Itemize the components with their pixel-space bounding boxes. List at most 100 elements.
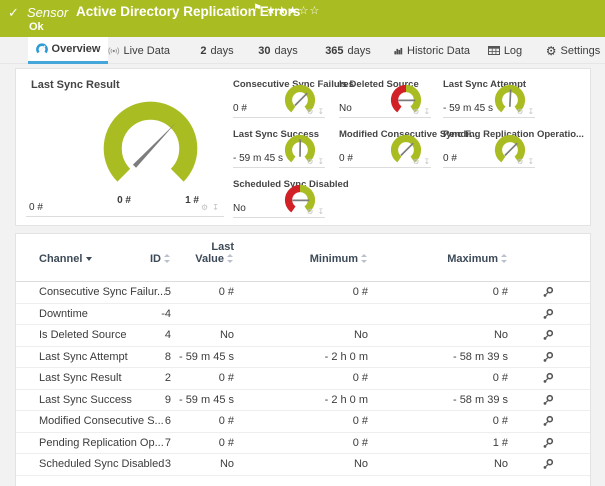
pin-icon[interactable]: ↧	[423, 157, 431, 166]
channel-settings-icon[interactable]	[542, 458, 554, 473]
channel-id: 4	[164, 329, 171, 341]
sort-desc-icon	[86, 257, 93, 261]
table-row: Downtime -4	[16, 304, 590, 325]
pin-icon[interactable]: ↧	[423, 107, 431, 116]
table-header-row: Channel ID Last Value Minimum Maximum	[16, 234, 590, 282]
live-data-icon	[108, 46, 120, 55]
tab-365-days[interactable]: 365 days	[322, 37, 374, 64]
pin-icon[interactable]: ↧	[212, 203, 220, 212]
minimum-value: 0 #	[352, 372, 368, 384]
sort-icon	[361, 254, 368, 263]
gauge-title: Pending Replication Operatio...	[443, 129, 584, 140]
gauge-needle	[400, 142, 414, 157]
gauge-value: - 59 m 45 s	[233, 153, 284, 164]
tab-label: Settings	[560, 44, 601, 57]
tab-historic-data[interactable]: Historic Data	[394, 37, 470, 64]
gear-icon[interactable]: ⚙	[306, 157, 315, 166]
mini-gauge	[494, 134, 526, 163]
channel-settings-icon[interactable]	[542, 394, 554, 409]
column-header-minimum[interactable]: Minimum	[256, 253, 368, 265]
tab-30-days[interactable]: 30 days	[254, 37, 302, 64]
gauge-value: 0 #	[233, 103, 247, 114]
minimum-value: No	[353, 329, 368, 341]
maximum-value: No	[493, 329, 508, 341]
tab-overview[interactable]: Overview	[28, 37, 108, 64]
maximum-value: 1 #	[492, 436, 508, 449]
channel-settings-icon[interactable]	[542, 329, 554, 344]
channel-name: Last Sync Result	[39, 372, 122, 384]
gauge-title: Scheduled Sync Disabled	[233, 179, 349, 190]
gear-icon[interactable]: ⚙	[412, 107, 421, 116]
gauge-panel-is-deleted-source[interactable]: Is Deleted Source No ⚙ ↧	[339, 79, 431, 118]
tab-label: Log	[503, 44, 523, 57]
gauge-title: Consecutive Sync Failures	[233, 79, 354, 90]
gauge-title: Modified Consecutive Sync F...	[339, 129, 478, 140]
status-ok-check-icon: ✓	[8, 5, 19, 20]
pin-icon[interactable]: ↧	[527, 107, 535, 116]
column-header-maximum[interactable]: Maximum	[396, 253, 508, 265]
gear-icon[interactable]: ⚙	[412, 157, 421, 166]
channel-name: Last Sync Success	[39, 393, 132, 406]
gauge-icon	[35, 43, 48, 54]
last-value: 0 #	[218, 372, 234, 384]
tab-live-data[interactable]: Live Data	[108, 37, 170, 64]
gauge-value: 0 #	[443, 153, 457, 164]
tab-label-number: 30	[258, 44, 271, 57]
mini-gauge	[494, 84, 526, 113]
channel-settings-icon[interactable]	[542, 308, 554, 323]
gauge-panel-scheduled-sync-disabled[interactable]: Scheduled Sync Disabled No ⚙ ↧	[233, 179, 349, 218]
channel-settings-icon[interactable]	[542, 351, 554, 366]
channel-settings-icon[interactable]	[542, 286, 554, 301]
gear-icon[interactable]: ⚙	[516, 107, 525, 116]
tab-log[interactable]: Log	[482, 37, 528, 64]
table-row: Pending Replication Op... 7 0 # 0 # 1 #	[16, 433, 590, 454]
channel-settings-icon[interactable]	[542, 437, 554, 452]
channel-settings-icon[interactable]	[542, 415, 554, 430]
stars-filled: ★★★	[266, 5, 299, 17]
pin-icon[interactable]: ↧	[317, 157, 325, 166]
channel-name: Pending Replication Op...	[39, 436, 164, 449]
tab-label-number: 365	[325, 44, 344, 57]
flag-icon[interactable]: ⚑	[253, 3, 262, 14]
gauge-title: Last Sync Result	[31, 79, 120, 91]
column-header-id[interactable]: ID	[111, 253, 171, 265]
gauge-panel-consecutive-sync-failures[interactable]: Consecutive Sync Failures 0 # ⚙ ↧	[233, 79, 354, 118]
maximum-value: 0 #	[492, 415, 508, 427]
pin-icon[interactable]: ↧	[527, 157, 535, 166]
gear-icon[interactable]: ⚙	[516, 157, 525, 166]
gear-icon[interactable]: ⚙	[200, 203, 210, 212]
channel-id: -4	[161, 307, 171, 320]
channel-settings-icon[interactable]	[542, 372, 554, 387]
pin-icon[interactable]: ↧	[317, 207, 325, 216]
sort-icon	[164, 254, 171, 263]
table-row: Modified Consecutive S... 6 0 # 0 # 0 #	[16, 411, 590, 433]
gear-icon[interactable]: ⚙	[306, 207, 315, 216]
table-body: Consecutive Sync Failur... 5 0 # 0 # 0 #…	[16, 282, 590, 476]
gauge-value: No	[233, 203, 246, 214]
minimum-value: No	[353, 458, 368, 470]
sort-icon	[501, 254, 508, 263]
column-header-last-value[interactable]: Last Value	[195, 241, 234, 265]
last-value: - 59 m 45 s	[178, 350, 234, 363]
last-value: 0 #	[218, 415, 234, 427]
tab-label-unit: days	[274, 44, 298, 57]
maximum-value: 0 #	[492, 372, 508, 384]
sensor-header: ✓ Sensor Active Directory Replication Er…	[0, 0, 605, 37]
tab-settings[interactable]: ⚙ Settings	[542, 37, 604, 64]
pin-icon[interactable]: ↧	[317, 107, 325, 116]
gauge-needle	[132, 122, 176, 168]
mini-gauge	[284, 184, 316, 213]
gauge-panel-last-sync-result[interactable]: Last Sync Result 0 # 1 # 0 # ⚙ ↧	[26, 75, 224, 217]
gauge-panel-pending-replication-operations[interactable]: Pending Replication Operatio... 0 # ⚙ ↧	[443, 129, 584, 168]
channel-name: Consecutive Sync Failur...	[39, 286, 167, 298]
gauge-panel-last-sync-success[interactable]: Last Sync Success - 59 m 45 s ⚙ ↧	[233, 129, 325, 168]
gear-icon[interactable]: ⚙	[306, 107, 315, 116]
tab-2-days[interactable]: 2 days	[196, 37, 238, 64]
column-header-channel[interactable]: Channel	[39, 253, 93, 265]
minimum-value: 0 #	[352, 286, 368, 298]
minimum-value: - 2 h 0 m	[324, 393, 368, 406]
priority-stars[interactable]: ★★★☆☆	[266, 4, 320, 17]
gauge-panel-modified-consecutive-sync-failures[interactable]: Modified Consecutive Sync F... 0 # ⚙ ↧	[339, 129, 478, 168]
last-value: 0 #	[218, 286, 234, 298]
gauge-panel-last-sync-attempt[interactable]: Last Sync Attempt - 59 m 45 s ⚙ ↧	[443, 79, 535, 118]
